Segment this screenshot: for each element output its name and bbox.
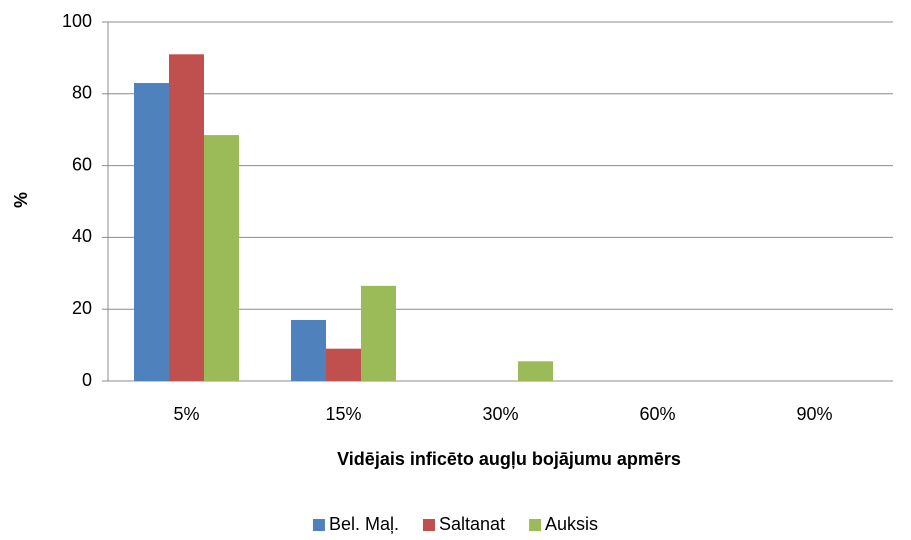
bar — [204, 135, 239, 381]
bar — [361, 285, 396, 381]
legend-swatch — [312, 519, 325, 531]
x-tick-label: 5% — [173, 404, 199, 424]
y-tick-label: 80 — [72, 83, 92, 103]
legend-label: Auksis — [545, 514, 598, 534]
y-tick-label: 60 — [72, 154, 92, 174]
legend-label: Saltanat — [439, 514, 505, 534]
y-axis-title: % — [11, 192, 31, 208]
bar — [326, 348, 361, 381]
y-tick-label: 0 — [82, 370, 92, 390]
x-tick-label: 90% — [796, 404, 832, 424]
y-tick-label: 20 — [72, 298, 92, 318]
bar — [169, 54, 204, 382]
x-tick-label: 15% — [325, 404, 361, 424]
bar — [134, 83, 169, 381]
bar — [518, 361, 553, 381]
x-axis-title: Vidējais inficēto augļu bojājumu apmērs — [337, 449, 681, 469]
y-tick-label: 100 — [62, 11, 92, 31]
y-tick-label: 40 — [72, 226, 92, 246]
bar — [291, 319, 326, 381]
x-tick-label: 60% — [639, 404, 675, 424]
legend-label: Bel. Maļ. — [329, 514, 399, 534]
x-tick-label: 30% — [482, 404, 518, 424]
legend-swatch — [529, 519, 542, 531]
legend-swatch — [422, 519, 435, 531]
